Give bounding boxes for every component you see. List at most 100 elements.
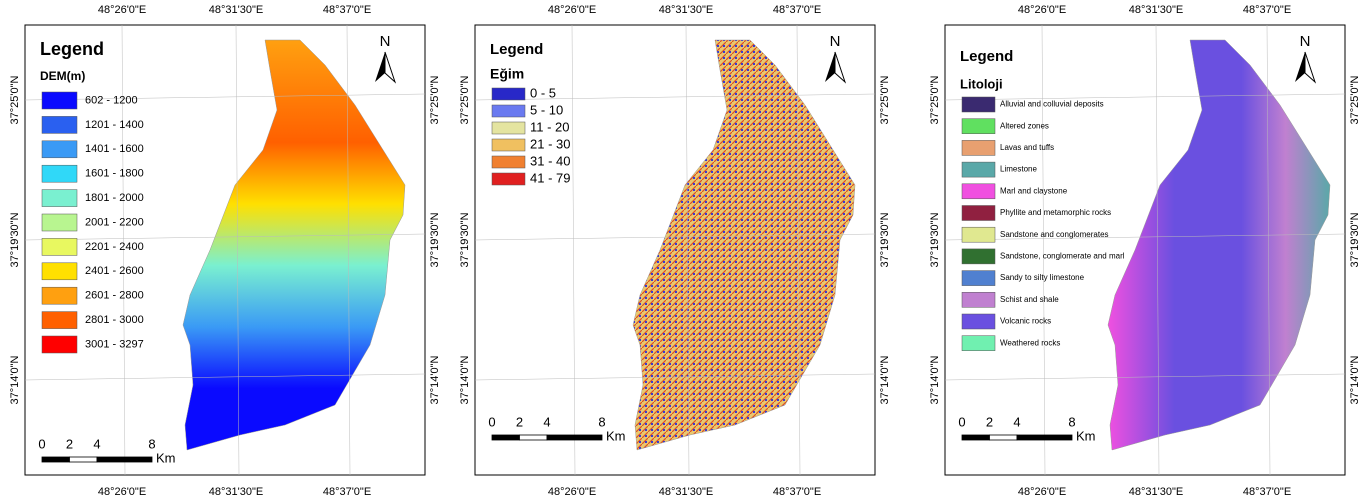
scale-label: 8 — [1068, 414, 1075, 429]
north-arrow — [825, 52, 835, 82]
scale-unit: Km — [156, 450, 176, 465]
legend-swatch — [961, 205, 996, 221]
graticule — [24, 373, 426, 381]
graticule — [1155, 24, 1160, 476]
latitude-label: 37°19'30"N — [1349, 212, 1361, 267]
legend-swatch — [41, 335, 78, 354]
latitude-label: 37°25'0"N — [9, 75, 21, 124]
scale-label: 2 — [516, 414, 523, 429]
legend-swatch — [491, 121, 526, 135]
scale-label: 8 — [148, 436, 155, 451]
latitude-label: 37°19'30"N — [929, 212, 941, 267]
longitude-label: 48°26'0"E — [1018, 486, 1066, 498]
scale-label: 4 — [93, 436, 100, 451]
legend-label: 11 - 20 — [530, 119, 570, 134]
longitude-label: 48°31'30"E — [659, 486, 713, 498]
latitude-label: 37°25'0"N — [459, 75, 471, 124]
legend-label: 2601 - 2800 — [85, 290, 144, 302]
latitude-label: 37°25'0"N — [1349, 75, 1361, 124]
latitude-label: 37°14'0"N — [9, 355, 21, 404]
graticule — [346, 24, 351, 476]
latitude-label: 37°25'0"N — [879, 75, 891, 124]
legend-swatch — [41, 286, 78, 305]
graticule — [1266, 24, 1271, 476]
scale-label: 0 — [488, 414, 495, 429]
legend-swatch — [961, 140, 996, 156]
graticule — [944, 233, 1346, 241]
graticule — [944, 93, 1346, 101]
legend-swatch — [961, 248, 996, 265]
basin-map — [632, 39, 856, 451]
scale-segment — [519, 434, 548, 441]
basin-map — [1107, 39, 1331, 451]
legend-swatch — [961, 183, 996, 200]
map-frame — [474, 24, 876, 476]
legend-swatch — [41, 311, 78, 329]
latitude-label: 37°14'0"N — [459, 355, 471, 404]
graticule — [474, 93, 876, 101]
scale-segment — [989, 434, 1018, 441]
graticule — [1041, 24, 1046, 476]
longitude-label: 48°26'0"E — [1018, 4, 1066, 16]
legend-label: 5 - 10 — [530, 102, 563, 117]
legend-label: Sandstone, conglomerate and marl — [1000, 252, 1125, 261]
scale-label: 2 — [66, 436, 73, 451]
graticule — [474, 233, 876, 241]
legend-title: Legend — [40, 39, 104, 59]
layer-title: Litoloji — [960, 76, 1003, 91]
legend-swatch — [491, 155, 526, 169]
scale-segment — [961, 434, 990, 441]
scale-segment — [41, 456, 70, 463]
graticule — [24, 233, 426, 241]
legend-swatch — [491, 138, 526, 152]
north-label: N — [1300, 33, 1311, 50]
legend-swatch — [961, 313, 996, 330]
legend-swatch — [491, 104, 526, 118]
legend-title: Legend — [490, 41, 543, 58]
legend-label: 31 - 40 — [530, 153, 570, 168]
legend-swatch — [41, 140, 78, 159]
legend-swatch — [961, 335, 996, 351]
latitude-label: 37°25'0"N — [929, 75, 941, 124]
legend-label: 41 - 79 — [530, 170, 570, 185]
legend-label: Sandy to silty limestone — [1000, 273, 1085, 282]
graticule — [24, 93, 426, 101]
legend-label: Sandstone and conglomerates — [1000, 230, 1109, 239]
legend-label: Alluvial and colluvial deposits — [1000, 100, 1104, 109]
scale-label: 4 — [543, 414, 550, 429]
scale-label: 8 — [598, 414, 605, 429]
longitude-label: 48°37'0"E — [773, 4, 821, 16]
latitude-label: 37°14'0"N — [929, 355, 941, 404]
basin-map — [182, 39, 406, 451]
scale-segment — [546, 434, 603, 441]
legend-label: 3001 - 3297 — [85, 338, 144, 350]
legend-label: Phyllite and metamorphic rocks — [1000, 208, 1111, 217]
longitude-label: 48°31'30"E — [659, 4, 713, 16]
north-arrow — [834, 51, 847, 84]
legend-label: 2801 - 3000 — [85, 314, 144, 326]
legend-label: 21 - 30 — [530, 136, 570, 151]
scale-label: 0 — [958, 414, 965, 429]
latitude-label: 37°14'0"N — [429, 355, 441, 404]
scale-unit: Km — [1076, 428, 1096, 443]
longitude-label: 48°26'0"E — [98, 4, 146, 16]
graticule — [944, 373, 1346, 381]
legend-swatch — [491, 87, 526, 101]
longitude-label: 48°31'30"E — [1129, 486, 1183, 498]
legend-label: 2401 - 2600 — [85, 265, 144, 277]
legend-label: 1201 - 1400 — [85, 119, 144, 131]
north-label: N — [830, 33, 841, 50]
scale-segment — [69, 456, 98, 463]
legend-swatch — [961, 96, 996, 113]
legend-swatch — [41, 238, 78, 256]
legend-swatch — [961, 270, 996, 286]
scale-label: 4 — [1013, 414, 1020, 429]
legend-swatch — [961, 292, 996, 308]
scale-segment — [491, 434, 520, 441]
latitude-label: 37°19'30"N — [429, 212, 441, 267]
latitude-label: 37°14'0"N — [1349, 355, 1361, 404]
legend-title: Legend — [960, 48, 1013, 65]
legend-swatch — [41, 189, 78, 207]
latitude-label: 37°14'0"N — [879, 355, 891, 404]
